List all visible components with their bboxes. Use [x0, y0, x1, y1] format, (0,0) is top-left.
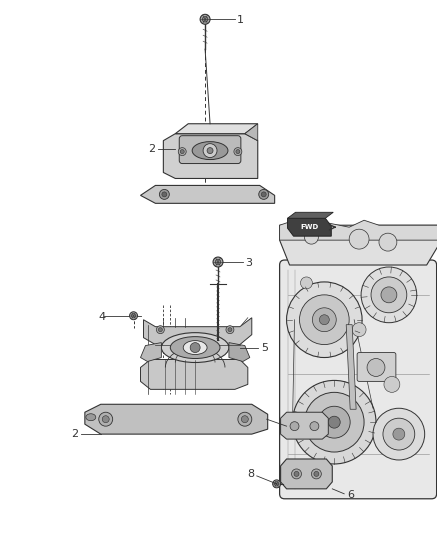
- Circle shape: [312, 308, 336, 332]
- Circle shape: [293, 381, 376, 464]
- Ellipse shape: [183, 341, 207, 354]
- Circle shape: [215, 259, 221, 265]
- Text: 3: 3: [245, 258, 252, 268]
- Circle shape: [314, 471, 319, 477]
- Circle shape: [373, 408, 425, 460]
- Circle shape: [202, 17, 208, 22]
- Circle shape: [367, 359, 385, 376]
- Polygon shape: [279, 220, 438, 240]
- Polygon shape: [141, 185, 275, 203]
- Circle shape: [213, 257, 223, 267]
- Circle shape: [349, 229, 369, 249]
- Circle shape: [381, 287, 397, 303]
- Circle shape: [393, 428, 405, 440]
- Polygon shape: [144, 318, 252, 345]
- Circle shape: [259, 189, 268, 199]
- FancyBboxPatch shape: [279, 260, 437, 499]
- Circle shape: [300, 277, 312, 289]
- Circle shape: [294, 471, 299, 477]
- Circle shape: [207, 148, 213, 154]
- Circle shape: [203, 144, 217, 158]
- Text: 2: 2: [71, 429, 78, 439]
- Polygon shape: [85, 404, 268, 434]
- Circle shape: [180, 150, 184, 154]
- Circle shape: [383, 418, 415, 450]
- Circle shape: [190, 343, 200, 352]
- Polygon shape: [163, 134, 258, 179]
- Circle shape: [311, 469, 321, 479]
- Text: 8: 8: [247, 469, 255, 479]
- Circle shape: [261, 192, 266, 197]
- Circle shape: [318, 406, 350, 438]
- Circle shape: [200, 14, 210, 25]
- Polygon shape: [141, 360, 248, 389]
- Polygon shape: [245, 124, 258, 141]
- Circle shape: [102, 416, 109, 423]
- Polygon shape: [346, 325, 356, 409]
- Ellipse shape: [170, 337, 220, 359]
- Ellipse shape: [86, 414, 96, 421]
- Circle shape: [238, 412, 252, 426]
- Circle shape: [162, 192, 167, 197]
- Circle shape: [99, 412, 113, 426]
- Circle shape: [241, 416, 248, 423]
- Text: FWD: FWD: [300, 224, 318, 230]
- FancyBboxPatch shape: [357, 352, 396, 382]
- Circle shape: [226, 326, 234, 334]
- Text: 2: 2: [148, 143, 155, 154]
- Circle shape: [286, 282, 362, 358]
- Polygon shape: [175, 124, 258, 134]
- Polygon shape: [288, 212, 333, 218]
- Circle shape: [234, 148, 242, 156]
- FancyBboxPatch shape: [179, 136, 241, 164]
- Polygon shape: [141, 343, 161, 361]
- Ellipse shape: [192, 142, 228, 159]
- Ellipse shape: [161, 333, 229, 362]
- Circle shape: [361, 267, 417, 322]
- Circle shape: [352, 322, 366, 337]
- Circle shape: [384, 376, 400, 392]
- Circle shape: [130, 312, 138, 320]
- Text: 6: 6: [347, 490, 354, 500]
- Circle shape: [300, 295, 349, 345]
- Text: 7: 7: [258, 412, 265, 422]
- Circle shape: [379, 233, 397, 251]
- Polygon shape: [229, 343, 250, 361]
- Circle shape: [159, 328, 162, 332]
- Text: 4: 4: [99, 312, 106, 322]
- Circle shape: [304, 230, 318, 244]
- Polygon shape: [279, 225, 438, 265]
- Circle shape: [275, 482, 279, 486]
- Circle shape: [290, 422, 299, 431]
- Circle shape: [178, 148, 186, 156]
- Circle shape: [131, 313, 136, 318]
- Circle shape: [304, 392, 364, 452]
- Circle shape: [292, 469, 301, 479]
- Circle shape: [371, 277, 407, 313]
- Circle shape: [228, 328, 232, 332]
- Circle shape: [236, 150, 240, 154]
- Polygon shape: [281, 412, 328, 439]
- Circle shape: [273, 480, 281, 488]
- Circle shape: [319, 315, 329, 325]
- Circle shape: [156, 326, 164, 334]
- Circle shape: [159, 189, 170, 199]
- Circle shape: [328, 416, 340, 428]
- Polygon shape: [288, 218, 331, 236]
- Circle shape: [310, 422, 319, 431]
- Text: 5: 5: [261, 343, 268, 352]
- Polygon shape: [281, 459, 332, 489]
- Text: 1: 1: [237, 15, 244, 25]
